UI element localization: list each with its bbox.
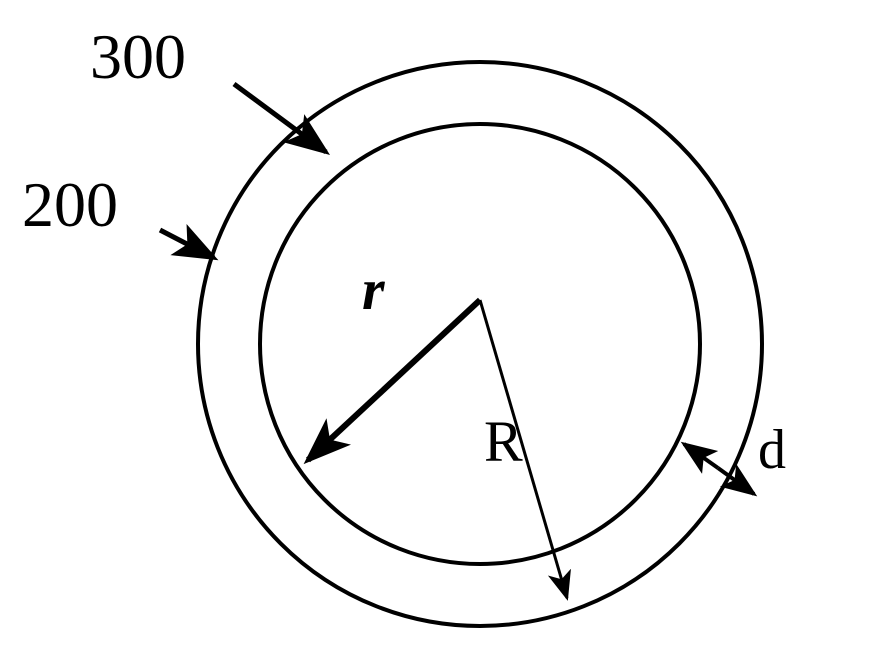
label-R: R [484, 408, 523, 475]
outer-circle [198, 62, 762, 626]
diagram-canvas [0, 0, 896, 671]
inner-circle [260, 124, 700, 564]
gap-arrow-d-inner [684, 444, 718, 468]
radius-arrow-r [308, 300, 480, 460]
label-d: d [758, 418, 786, 482]
label-300: 300 [90, 20, 186, 94]
label-r: r [362, 256, 385, 323]
pointer-arrow-200 [160, 230, 214, 258]
label-200: 200 [22, 168, 118, 242]
